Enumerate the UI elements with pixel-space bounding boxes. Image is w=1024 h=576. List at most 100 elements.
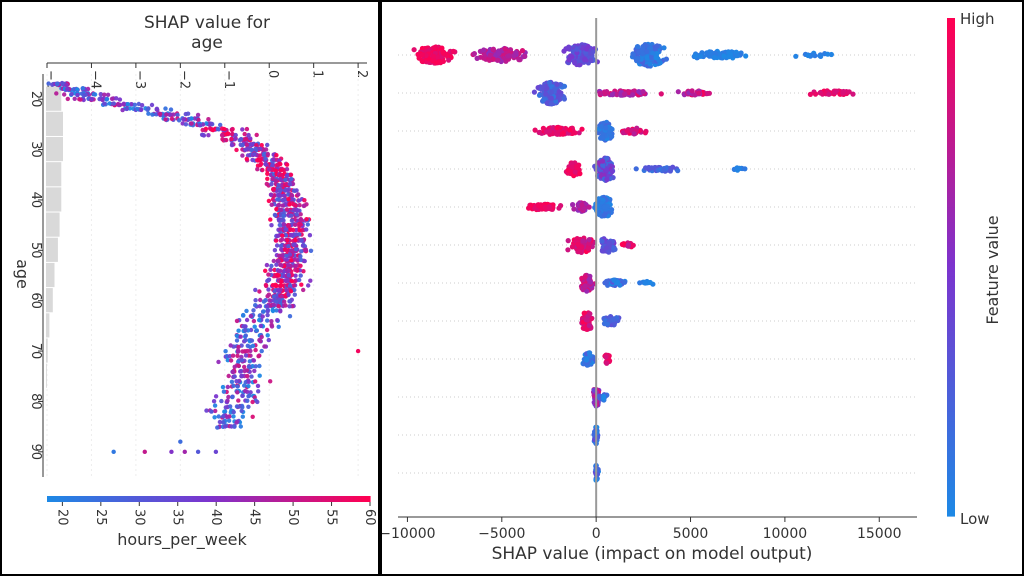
dependence-point xyxy=(213,449,219,455)
colorbar-segment xyxy=(947,341,955,348)
dependence-point xyxy=(251,308,256,313)
dependence-point xyxy=(273,282,278,287)
dependence-point xyxy=(268,217,273,222)
top-axis-tick-label: 1 xyxy=(310,70,325,78)
dependence-point xyxy=(276,288,281,293)
dependence-point xyxy=(246,384,251,389)
histogram-bar xyxy=(46,136,63,162)
colorbar-segment xyxy=(321,496,327,502)
dependence-point xyxy=(216,414,221,419)
beeswarm-point xyxy=(636,89,642,95)
dependence-point xyxy=(227,354,232,359)
dependence-point xyxy=(264,262,270,268)
dependence-point xyxy=(248,313,254,319)
beeswarm-point xyxy=(631,131,637,137)
beeswarm-point xyxy=(586,350,593,356)
dependence-point xyxy=(217,419,223,425)
colorbar-high-label: High xyxy=(960,10,994,28)
dependence-point xyxy=(264,304,270,309)
dependence-point xyxy=(287,202,292,207)
dependence-point xyxy=(253,146,258,151)
colorbar-segment xyxy=(947,451,955,457)
beeswarm-point xyxy=(654,43,660,49)
dependence-point xyxy=(305,222,310,227)
dependence-point xyxy=(209,409,214,414)
beeswarm-point xyxy=(543,91,549,97)
dependence-point xyxy=(281,218,286,223)
dependence-point xyxy=(284,162,290,167)
colorbar-segment xyxy=(947,401,955,408)
dependence-point xyxy=(286,244,291,249)
colorbar-tick-label: 60 xyxy=(362,509,377,526)
colorbar-segment xyxy=(196,496,202,502)
dependence-point xyxy=(263,161,268,167)
dependence-point xyxy=(244,317,250,323)
dependence-point xyxy=(293,267,298,272)
dependence-point xyxy=(293,237,298,243)
beeswarm-point xyxy=(575,241,581,247)
dependence-point xyxy=(298,263,303,268)
colorbar-segment xyxy=(329,496,335,502)
dependence-point xyxy=(163,117,168,122)
colorbar-segment xyxy=(947,466,955,472)
dependence-point xyxy=(117,97,123,102)
dependence-point xyxy=(231,409,236,415)
dependence-point xyxy=(297,232,302,237)
beeswarm-point xyxy=(604,360,610,366)
colorbar-segment xyxy=(947,506,955,512)
dependence-point xyxy=(301,269,306,274)
colorbar-segment xyxy=(131,496,137,502)
colorbar-segment xyxy=(63,496,68,502)
beeswarm-point xyxy=(601,212,607,218)
beeswarm-point xyxy=(577,171,583,177)
dependence-point xyxy=(263,268,268,273)
age-axis-label: age xyxy=(13,259,32,289)
histogram-bar xyxy=(46,288,53,313)
hours-colorbar-ticks: 20 25 30 35 40 45 50 55 60 xyxy=(54,502,377,526)
colorbar-segment xyxy=(947,162,955,168)
x-axis-label: SHAP value (impact on model output) xyxy=(492,544,813,564)
top-axis-tick-label: −1 xyxy=(221,70,236,89)
dependence-point xyxy=(235,348,241,353)
beeswarm-point xyxy=(546,205,553,211)
dependence-point xyxy=(234,379,239,384)
dependence-point xyxy=(238,334,243,339)
dependence-point xyxy=(286,292,291,297)
beeswarm-point xyxy=(670,164,676,170)
dependence-point xyxy=(254,328,259,333)
dependence-point xyxy=(265,142,270,148)
dependence-point xyxy=(176,118,182,123)
colorbar-segment xyxy=(947,247,955,253)
dependence-point xyxy=(229,379,235,384)
beeswarm-point xyxy=(620,130,626,136)
beeswarm-point xyxy=(506,53,512,59)
colorbar-segment xyxy=(59,496,64,502)
colorbar-segment xyxy=(947,301,955,308)
dependence-point xyxy=(287,283,293,289)
age-axis-ticks: 20 30 40 50 60 70 80 90 xyxy=(28,74,44,477)
beeswarm-point xyxy=(585,43,591,50)
colorbar-segment xyxy=(947,416,955,422)
beeswarm-point xyxy=(541,97,547,103)
x-axis-tick-label: 0 xyxy=(592,526,601,542)
dependence-point xyxy=(264,181,269,187)
dependence-point xyxy=(124,106,129,112)
dependence-point xyxy=(189,116,194,121)
beeswarm-point xyxy=(516,57,522,63)
dependence-point xyxy=(226,373,231,379)
beeswarm-point xyxy=(648,45,654,51)
beeswarm-point xyxy=(602,204,608,210)
dependence-point xyxy=(286,262,291,268)
dependence-point xyxy=(302,244,308,249)
dependence-point xyxy=(284,248,290,253)
beeswarm-point xyxy=(579,244,585,250)
dependence-point xyxy=(236,359,241,364)
beeswarm-point xyxy=(583,357,590,363)
beeswarm-point xyxy=(586,322,592,329)
dependence-point xyxy=(255,399,260,405)
colorbar-segment xyxy=(123,496,129,502)
dependence-point xyxy=(270,163,275,168)
dependence-point xyxy=(211,399,217,404)
dependence-point xyxy=(272,248,278,253)
colorbar-segment xyxy=(248,496,254,502)
